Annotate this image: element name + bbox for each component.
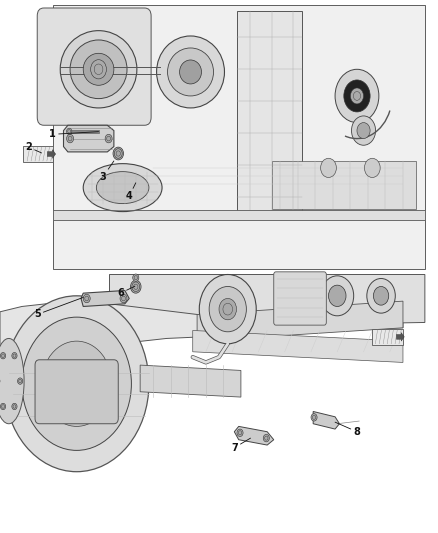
FancyBboxPatch shape <box>13 5 420 269</box>
Ellipse shape <box>321 276 354 316</box>
Ellipse shape <box>351 116 376 145</box>
FancyBboxPatch shape <box>35 360 118 424</box>
Text: 7: 7 <box>231 438 251 453</box>
Circle shape <box>132 282 140 292</box>
Ellipse shape <box>60 31 137 108</box>
Polygon shape <box>197 301 403 341</box>
Circle shape <box>105 134 112 143</box>
Circle shape <box>120 294 127 303</box>
Circle shape <box>113 147 124 160</box>
Bar <box>68 130 99 133</box>
Circle shape <box>311 414 317 421</box>
Text: 2: 2 <box>25 142 42 153</box>
Polygon shape <box>53 5 425 269</box>
Ellipse shape <box>70 40 127 99</box>
Ellipse shape <box>83 53 114 85</box>
Circle shape <box>364 158 380 177</box>
Bar <box>272 161 416 209</box>
Ellipse shape <box>96 172 149 204</box>
Ellipse shape <box>4 296 149 472</box>
Ellipse shape <box>328 285 346 306</box>
Ellipse shape <box>42 341 112 426</box>
FancyArrow shape <box>47 150 56 158</box>
FancyBboxPatch shape <box>274 272 326 325</box>
Circle shape <box>12 403 17 410</box>
Ellipse shape <box>199 274 256 344</box>
FancyArrow shape <box>396 333 404 341</box>
Circle shape <box>18 378 23 384</box>
Text: 5: 5 <box>34 297 83 319</box>
Text: 3: 3 <box>99 161 114 182</box>
Polygon shape <box>64 125 114 152</box>
Circle shape <box>133 274 139 281</box>
Circle shape <box>263 434 269 442</box>
Ellipse shape <box>209 287 246 332</box>
Ellipse shape <box>344 80 370 112</box>
Circle shape <box>0 403 6 410</box>
Circle shape <box>0 352 6 359</box>
Polygon shape <box>140 365 241 397</box>
Polygon shape <box>234 426 274 445</box>
Circle shape <box>12 352 17 359</box>
Text: 1: 1 <box>49 130 99 139</box>
Circle shape <box>237 429 243 437</box>
Polygon shape <box>81 290 129 306</box>
Bar <box>53 210 425 220</box>
Polygon shape <box>0 280 403 360</box>
FancyBboxPatch shape <box>372 329 403 345</box>
Circle shape <box>83 294 90 303</box>
Ellipse shape <box>357 123 370 139</box>
Circle shape <box>67 128 72 134</box>
Circle shape <box>350 88 364 104</box>
FancyBboxPatch shape <box>37 8 151 125</box>
Circle shape <box>67 134 74 143</box>
Ellipse shape <box>157 36 224 108</box>
Ellipse shape <box>180 60 201 84</box>
Ellipse shape <box>167 48 214 96</box>
Ellipse shape <box>367 278 395 313</box>
Text: 4: 4 <box>126 183 136 201</box>
FancyBboxPatch shape <box>0 274 429 522</box>
Circle shape <box>219 298 237 320</box>
Polygon shape <box>313 411 339 429</box>
Ellipse shape <box>335 69 379 123</box>
Circle shape <box>321 158 336 177</box>
Circle shape <box>91 60 106 79</box>
Circle shape <box>131 280 141 293</box>
Text: 8: 8 <box>335 422 360 437</box>
Ellipse shape <box>83 164 162 212</box>
Bar <box>237 11 302 213</box>
Polygon shape <box>193 330 403 362</box>
Ellipse shape <box>22 317 131 450</box>
FancyBboxPatch shape <box>23 146 53 162</box>
Text: 6: 6 <box>117 286 135 298</box>
Polygon shape <box>110 274 425 325</box>
Ellipse shape <box>373 287 389 305</box>
Ellipse shape <box>0 338 24 424</box>
Circle shape <box>114 149 122 158</box>
